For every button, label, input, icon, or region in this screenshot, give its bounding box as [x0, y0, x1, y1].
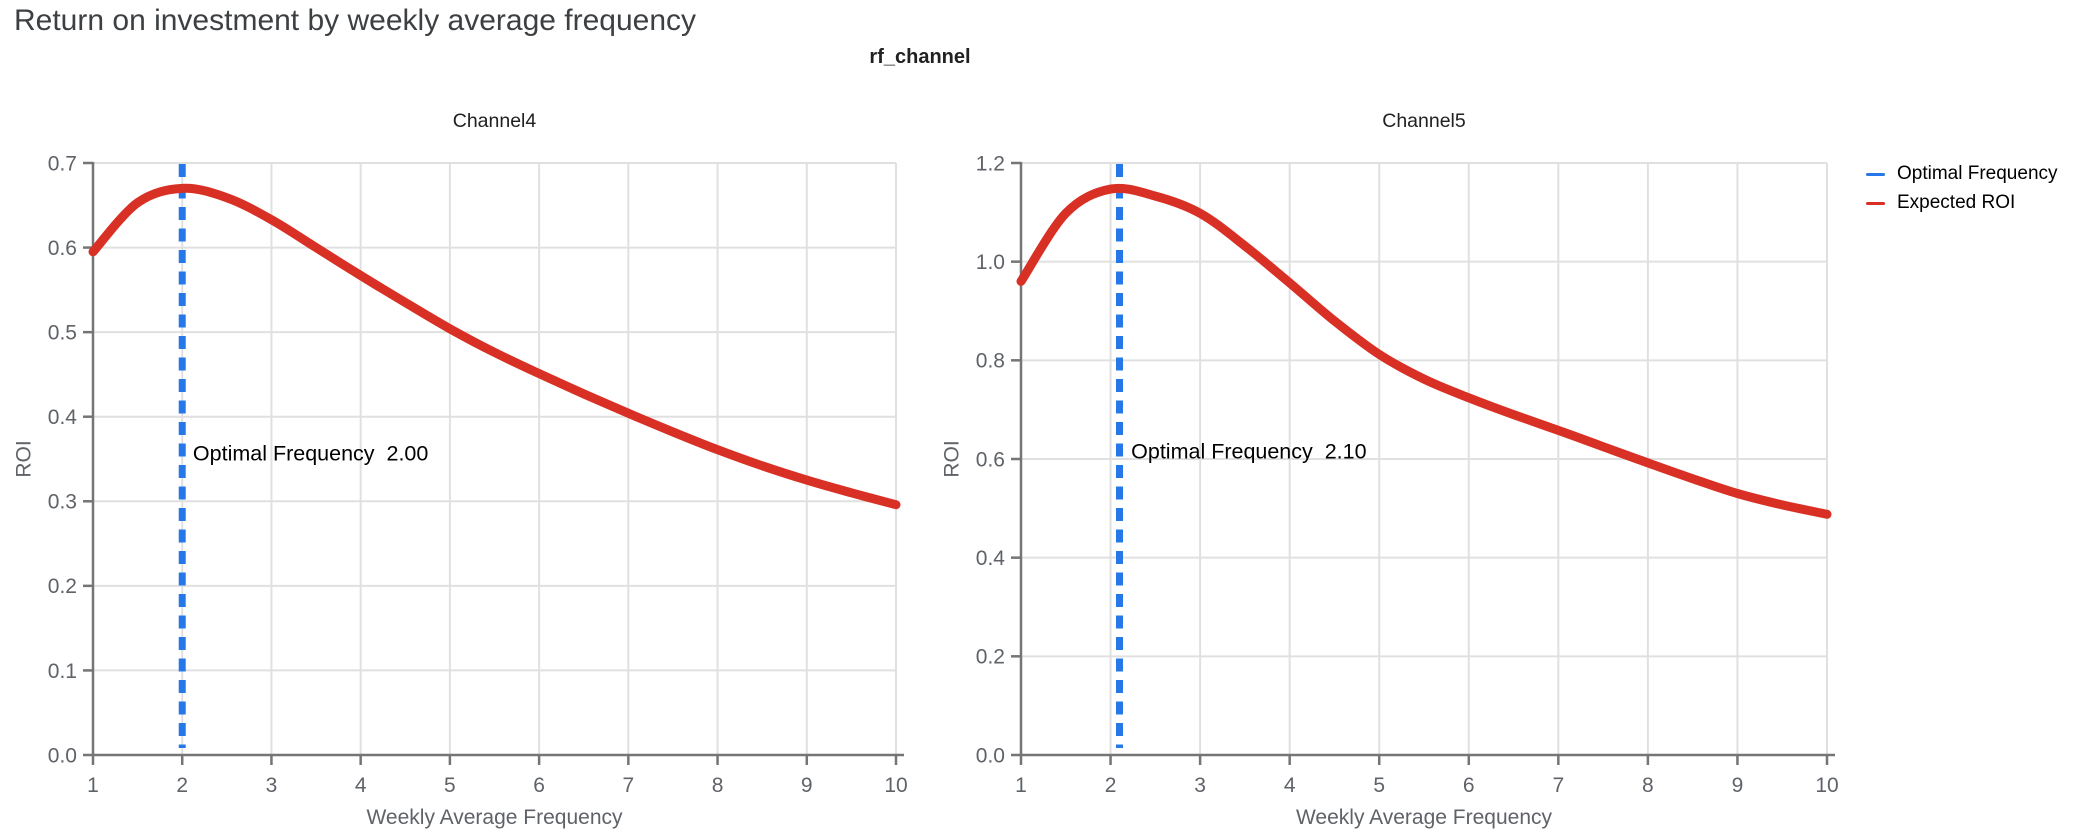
y-tick-label: 0.4 [48, 406, 78, 429]
y-tick-label: 0.0 [48, 744, 77, 767]
x-tick-label: 9 [801, 774, 813, 797]
x-tick-label: 1 [87, 774, 99, 797]
legend-label-expected-roi: Expected ROI [1897, 192, 2016, 213]
y-tick-label: 0.4 [976, 547, 1006, 570]
x-tick-label: 5 [444, 774, 456, 797]
legend: Optimal Frequency Expected ROI [1866, 163, 2058, 214]
y-tick-label: 0.6 [976, 448, 1005, 471]
subplot-title: Channel5 [1382, 110, 1466, 132]
y-axis-title: ROI [12, 440, 35, 477]
y-tick-label: 0.6 [48, 237, 77, 260]
y-axis-title: ROI [940, 440, 963, 477]
y-tick-label: 0.1 [48, 660, 77, 683]
x-tick-label: 7 [1552, 774, 1564, 797]
figure-facet-title: rf_channel [869, 46, 971, 68]
y-tick-label: 0.2 [48, 575, 77, 598]
x-tick-label: 2 [176, 774, 188, 797]
y-tick-label: 0.3 [48, 491, 77, 514]
y-tick-label: 0.8 [976, 350, 1005, 373]
y-tick-label: 0.5 [48, 321, 77, 344]
x-tick-label: 4 [355, 774, 367, 797]
y-tick-label: 0.0 [976, 744, 1005, 767]
x-tick-label: 6 [533, 774, 545, 797]
optimal-frequency-annotation: Optimal Frequency 2.10 [1131, 440, 1366, 464]
legend-item-optimal-frequency[interactable]: Optimal Frequency [1866, 163, 2058, 185]
y-tick-label: 1.0 [976, 251, 1005, 274]
x-tick-label: 6 [1463, 774, 1475, 797]
x-axis-title: Weekly Average Frequency [1296, 806, 1553, 829]
expected-roi-curve [88, 183, 901, 510]
expected-roi-line-swatch [1866, 201, 1885, 205]
legend-label-optimal-frequency: Optimal Frequency [1897, 163, 2058, 184]
x-tick-label: 10 [884, 774, 907, 797]
page-title: Return on investment by weekly average f… [14, 4, 697, 37]
x-tick-label: 7 [622, 774, 634, 797]
x-tick-label: 5 [1373, 774, 1385, 797]
y-tick-label: 0.7 [48, 152, 77, 175]
x-tick-label: 8 [712, 774, 724, 797]
legend-item-expected-roi[interactable]: Expected ROI [1866, 192, 2058, 214]
x-axis-title: Weekly Average Frequency [366, 806, 623, 829]
x-tick-label: 8 [1642, 774, 1654, 797]
y-tick-label: 1.2 [976, 152, 1005, 175]
x-tick-label: 10 [1815, 774, 1838, 797]
optimal-frequency-annotation: Optimal Frequency 2.00 [193, 442, 428, 466]
expected-roi-curve [1016, 183, 1832, 519]
x-tick-label: 3 [266, 774, 278, 797]
x-tick-label: 3 [1194, 774, 1206, 797]
optimal-frequency-line-swatch [1866, 172, 1885, 176]
y-tick-label: 0.2 [976, 646, 1005, 669]
x-tick-label: 1 [1015, 774, 1027, 797]
x-tick-label: 9 [1732, 774, 1744, 797]
subplot-title: Channel4 [453, 110, 537, 132]
x-tick-label: 4 [1284, 774, 1296, 797]
x-tick-label: 2 [1105, 774, 1117, 797]
